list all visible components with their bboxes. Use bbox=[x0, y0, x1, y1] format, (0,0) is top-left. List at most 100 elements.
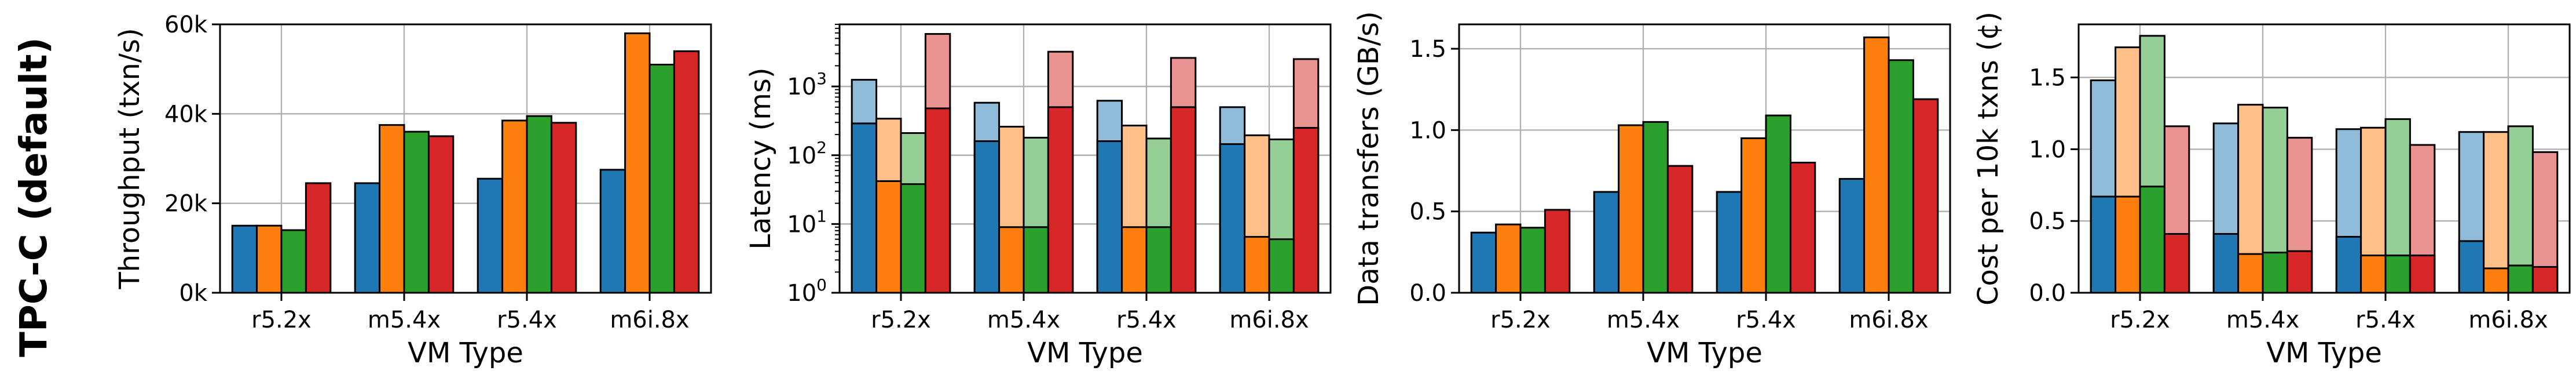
bar-s2-m6i.8x bbox=[624, 32, 651, 294]
bar-s2-r5.4x bbox=[2360, 255, 2387, 294]
bar-s4-m5.4x bbox=[1047, 106, 1074, 294]
y-tick-label-2: 40k bbox=[164, 101, 208, 128]
x-axis-ticks: r5.2x m5.4x r5.4x m6i.8x bbox=[2110, 293, 2548, 333]
x-tick-label-m6i.8x: m6i.8x bbox=[1229, 307, 1309, 333]
bar-s3-m6i.8x bbox=[1268, 238, 1295, 294]
bar-s1-m6i.8x bbox=[599, 169, 626, 294]
y-tick-label-1: 0.5 bbox=[1409, 199, 1446, 226]
y-tick-label-1: 20k bbox=[164, 191, 208, 217]
y-tick-label-2: 1.0 bbox=[2029, 136, 2066, 163]
bar-s1-m5.4x bbox=[354, 182, 381, 294]
bar-s2-r5.2x bbox=[1495, 223, 1522, 294]
bar-s1-r5.4x bbox=[1716, 191, 1743, 294]
bar-s2-m5.4x bbox=[379, 124, 405, 294]
bar-s3-r5.2x bbox=[2139, 186, 2165, 294]
chart-panel-3: 0.0 0.5 1.0 1.5 r5.2x m5.4x r5.4x m6i.8x VM Type… bbox=[1353, 11, 1951, 369]
x-tick-label-m6i.8x: m6i.8x bbox=[1849, 307, 1928, 333]
bar-s1-m5.4x bbox=[2212, 232, 2240, 294]
x-tick-label-r5.2x: r5.2x bbox=[871, 307, 931, 333]
x-tick-label-r5.4x: r5.4x bbox=[1116, 307, 1177, 333]
bar-upper-s2-m6i.8x bbox=[2483, 131, 2509, 294]
plot-frame bbox=[2077, 23, 2571, 294]
bar-s2-m6i.8x bbox=[1244, 236, 1270, 294]
y-axis-label: Cost per 10k txns (¢) bbox=[1972, 12, 2005, 306]
bar-s1-r5.2x bbox=[851, 122, 878, 294]
y-axis-ticks: 100 101 102 103 bbox=[787, 24, 840, 307]
bar-s2-m5.4x bbox=[998, 226, 1025, 294]
bar-s4-r5.4x bbox=[1789, 162, 1816, 294]
bar-s2-r5.4x bbox=[1121, 226, 1148, 294]
y-axis-label: Latency (ms) bbox=[745, 67, 777, 249]
bar-s4-m6i.8x bbox=[2531, 266, 2559, 294]
bar-s1-r5.2x bbox=[231, 224, 258, 294]
bar-s4-m5.4x bbox=[1666, 165, 1694, 294]
row-label: TPC-C (default) bbox=[13, 37, 56, 357]
y-tick-label-0: 0.0 bbox=[1409, 280, 1446, 307]
bar-s1-r5.2x bbox=[2090, 195, 2117, 294]
bar-s1-m5.4x bbox=[973, 140, 1001, 294]
bar-s4-r5.4x bbox=[2409, 255, 2436, 294]
bar-s3-m6i.8x bbox=[2507, 264, 2534, 294]
chart-panel-4: 0.0 0.5 1.0 1.5 r5.2x m5.4x r5.4x m6i.8x VM Type… bbox=[1972, 12, 2571, 369]
bar-s4-m6i.8x bbox=[1292, 127, 1320, 294]
y-tick-label-1: 0.5 bbox=[2029, 208, 2066, 235]
bar-s2-m5.4x bbox=[1618, 124, 1644, 294]
bar-s1-m6i.8x bbox=[1838, 178, 1866, 294]
x-tick-label-r5.4x: r5.4x bbox=[497, 307, 557, 333]
bar-s2-r5.2x bbox=[875, 180, 902, 294]
y-tick-label-3: 103 bbox=[787, 69, 827, 100]
bar-s3-r5.2x bbox=[280, 229, 307, 294]
y-tick-label-0: 100 bbox=[787, 275, 827, 307]
bar-s3-r5.4x bbox=[1145, 226, 1172, 294]
bar-s4-r5.2x bbox=[924, 107, 951, 294]
x-axis-label: VM Type bbox=[1647, 337, 1762, 369]
bar-s3-m6i.8x bbox=[648, 63, 675, 294]
bars bbox=[231, 32, 700, 294]
bar-s1-r5.4x bbox=[477, 177, 504, 294]
x-axis-ticks: r5.2x m5.4x r5.4x m6i.8x bbox=[1490, 293, 1929, 333]
bars bbox=[2090, 35, 2559, 294]
bar-s1-r5.4x bbox=[1096, 140, 1123, 294]
chart-panel-1: 0k 20k 40k 60k r5.2x m5.4x r5.4x m6i.8x VM Type T… bbox=[113, 12, 712, 369]
x-tick-label-r5.2x: r5.2x bbox=[1490, 307, 1551, 333]
bar-s2-r5.2x bbox=[2115, 195, 2141, 294]
x-tick-label-r5.4x: r5.4x bbox=[2355, 307, 2416, 333]
y-axis-ticks: 0.0 0.5 1.0 1.5 bbox=[1409, 36, 1459, 307]
x-tick-label-m5.4x: m5.4x bbox=[368, 307, 441, 333]
bar-s4-r5.2x bbox=[2163, 232, 2190, 294]
bar-s3-m5.4x bbox=[2262, 252, 2288, 294]
bar-s4-m5.4x bbox=[2286, 250, 2313, 294]
x-axis-label: VM Type bbox=[1027, 337, 1143, 369]
bar-s4-r5.4x bbox=[1170, 106, 1197, 294]
y-tick-label-2: 102 bbox=[787, 138, 827, 169]
x-tick-label-r5.2x: r5.2x bbox=[251, 307, 312, 333]
bar-s4-m6i.8x bbox=[673, 50, 700, 294]
x-tick-label-m5.4x: m5.4x bbox=[2226, 307, 2299, 333]
bar-s4-r5.2x bbox=[1544, 209, 1571, 294]
bar-s2-r5.4x bbox=[501, 119, 528, 294]
bar-s3-r5.4x bbox=[1765, 114, 1791, 294]
bar-s2-m6i.8x bbox=[2483, 267, 2509, 294]
y-axis-ticks: 0k 20k 40k 60k bbox=[164, 12, 220, 307]
x-tick-label-m5.4x: m5.4x bbox=[1607, 307, 1680, 333]
bar-s3-r5.4x bbox=[2384, 255, 2411, 294]
bar-s1-r5.2x bbox=[1470, 231, 1497, 294]
x-tick-label-m6i.8x: m6i.8x bbox=[2468, 307, 2548, 333]
bar-s3-m6i.8x bbox=[1888, 59, 1914, 294]
y-axis-label: Data transfers (GB/s) bbox=[1353, 11, 1385, 306]
x-axis-label: VM Type bbox=[408, 337, 523, 369]
bar-s3-m5.4x bbox=[1642, 121, 1669, 294]
bar-s3-r5.2x bbox=[900, 183, 926, 294]
bars bbox=[1470, 36, 1939, 294]
bar-s4-m6i.8x bbox=[1912, 98, 1939, 294]
bar-s3-m5.4x bbox=[1023, 226, 1049, 294]
bars bbox=[851, 33, 1320, 294]
bar-s1-m6i.8x bbox=[2458, 240, 2485, 294]
bar-s4-m5.4x bbox=[427, 135, 455, 294]
bar-s3-r5.4x bbox=[526, 115, 552, 294]
bar-s4-r5.2x bbox=[305, 182, 332, 294]
plot-frame bbox=[219, 23, 712, 294]
bar-s2-r5.4x bbox=[1740, 137, 1767, 294]
y-tick-label-2: 1.0 bbox=[1409, 117, 1446, 144]
